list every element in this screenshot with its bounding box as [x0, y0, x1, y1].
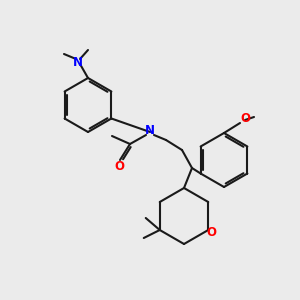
Text: O: O	[206, 226, 216, 239]
Text: N: N	[145, 124, 155, 137]
Text: O: O	[240, 112, 250, 125]
Text: N: N	[73, 56, 83, 70]
Text: O: O	[114, 160, 124, 172]
